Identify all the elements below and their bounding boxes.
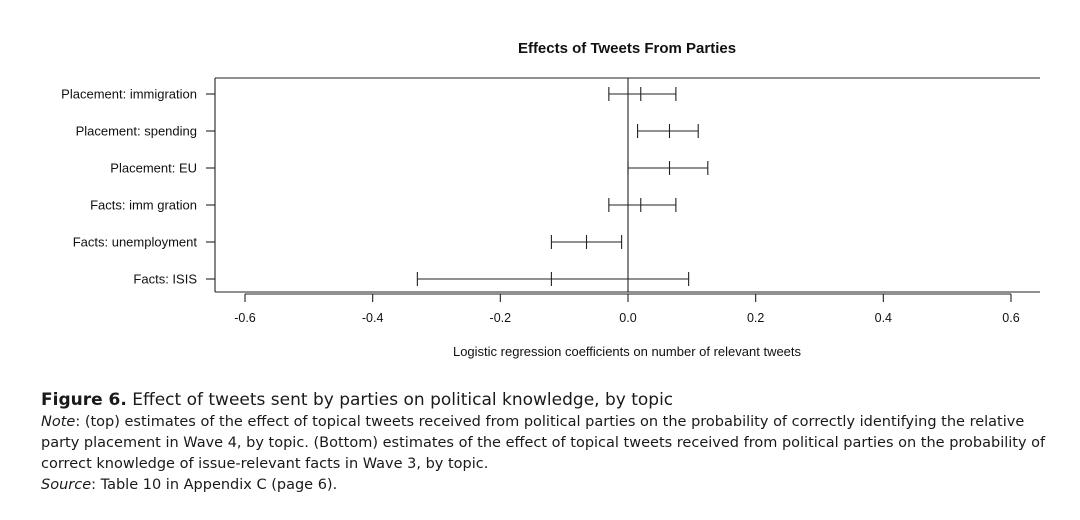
estimate-row: [608, 198, 677, 212]
x-tick-label: -0.2: [490, 311, 512, 325]
forest-plot: Effects of Tweets From Parties Placement…: [61, 40, 1040, 359]
x-tick-label: -0.4: [362, 311, 384, 325]
y-tick-label: Placement: spending: [76, 124, 197, 139]
estimate-row: [637, 124, 699, 138]
y-tick-label: Facts: unemployment: [73, 235, 198, 250]
note-text: : (top) estimates of the effect of topic…: [41, 414, 1046, 472]
chart-title: Effects of Tweets From Parties: [518, 40, 736, 57]
source-label: Source: [41, 477, 92, 493]
x-tick-label: -0.6: [234, 311, 256, 325]
estimate-row: [627, 161, 709, 175]
y-tick-label: Facts: ISIS: [133, 272, 197, 287]
x-tick-label: 0.4: [875, 311, 892, 325]
y-tick-label: Facts: imm gration: [90, 198, 197, 213]
y-tick-label: Placement: immigration: [61, 87, 197, 102]
estimate-row: [416, 272, 690, 286]
figure-note: Note: (top) estimates of the effect of t…: [41, 412, 1061, 475]
estimate-rows: [416, 78, 709, 292]
note-label: Note: [41, 414, 76, 430]
source-text: : Table 10 in Appendix C (page 6).: [91, 477, 338, 493]
estimate-row: [608, 87, 677, 101]
figure-label: Figure 6.: [41, 390, 127, 410]
figure-title-line: Figure 6. Effect of tweets sent by parti…: [41, 388, 1061, 412]
figure-caption: Figure 6. Effect of tweets sent by parti…: [41, 388, 1061, 496]
figure-source: Source: Table 10 in Appendix C (page 6).: [41, 475, 1061, 496]
estimate-row: [550, 235, 623, 249]
y-axis: Placement: immigration Placement: spendin…: [61, 87, 215, 287]
figure-title: Effect of tweets sent by parties on poli…: [132, 390, 674, 410]
y-tick-label: Placement: EU: [110, 161, 197, 176]
x-tick-label: 0.0: [619, 311, 636, 325]
x-tick-label: 0.2: [747, 311, 764, 325]
x-axis: -0.6 -0.4 -0.2 0.0 0.2 0.4 0.6: [234, 293, 1020, 325]
x-tick-label: 0.6: [1002, 311, 1019, 325]
x-axis-label: Logistic regression coefficients on numb…: [453, 344, 802, 359]
